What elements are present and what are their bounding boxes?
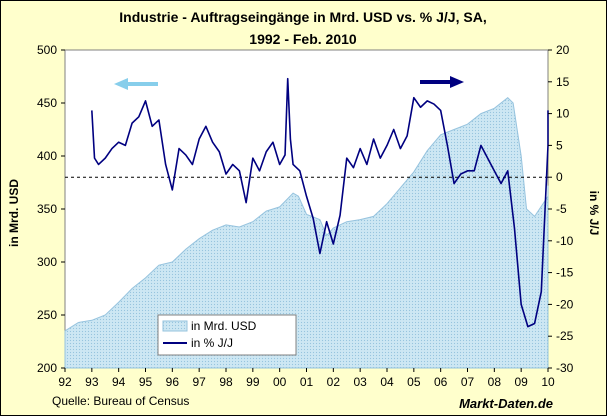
x-tick-label: 96 xyxy=(166,375,180,389)
x-tick-label: 97 xyxy=(192,375,206,389)
y-right-tick-label: 20 xyxy=(556,43,570,57)
y-right-tick-label: 10 xyxy=(556,107,570,121)
y-left-tick-label: 500 xyxy=(37,43,57,57)
source-note: Quelle: Bureau of Census xyxy=(52,394,189,408)
axes-group: 200250300350400450500-30-25-20-15-10-505… xyxy=(37,43,574,389)
y-right-tick-label: 0 xyxy=(556,170,563,184)
x-tick-label: 99 xyxy=(246,375,260,389)
x-tick-label: 98 xyxy=(219,375,233,389)
x-tick-label: 03 xyxy=(353,375,367,389)
y-axis-left-label: in Mrd. USD xyxy=(7,179,21,247)
y-left-tick-label: 350 xyxy=(37,202,57,216)
legend-swatch-area xyxy=(162,320,188,332)
arrow-group xyxy=(114,76,464,90)
x-tick-label: 94 xyxy=(112,375,126,389)
arrow-right-icon xyxy=(450,76,464,88)
legend-label-yoy: in % J/J xyxy=(191,336,233,350)
x-tick-label: 06 xyxy=(434,375,448,389)
x-tick-label: 95 xyxy=(139,375,153,389)
y-right-tick-label: -10 xyxy=(556,234,574,248)
y-left-tick-label: 250 xyxy=(37,308,57,322)
y-left-tick-label: 450 xyxy=(37,96,57,110)
arrow-left-icon xyxy=(114,78,128,90)
x-tick-label: 04 xyxy=(380,375,394,389)
y-left-tick-label: 200 xyxy=(37,361,57,375)
area-series-usd xyxy=(64,97,549,369)
x-tick-label: 05 xyxy=(407,375,421,389)
x-tick-label: 02 xyxy=(327,375,341,389)
x-tick-label: 92 xyxy=(58,375,72,389)
y-right-tick-label: 5 xyxy=(556,138,563,152)
y-right-tick-label: -30 xyxy=(556,361,574,375)
x-tick-label: 10 xyxy=(541,375,555,389)
area-series-group xyxy=(64,97,549,369)
line-series-yoy xyxy=(91,77,549,328)
x-tick-label: 08 xyxy=(488,375,502,389)
legend-label-usd: in Mrd. USD xyxy=(191,319,257,333)
chart-title-line1: Industrie - Auftragseingänge in Mrd. USD… xyxy=(119,9,486,25)
x-tick-label: 07 xyxy=(461,375,475,389)
line-series-group xyxy=(91,77,549,328)
chart-title-line2: 1992 - Feb. 2010 xyxy=(249,31,357,47)
brand-watermark: Markt-Daten.de xyxy=(459,396,553,411)
y-right-tick-label: -25 xyxy=(556,329,574,343)
y-left-tick-label: 300 xyxy=(37,255,57,269)
x-tick-label: 01 xyxy=(300,375,314,389)
x-tick-label: 00 xyxy=(273,375,287,389)
x-tick-label: 93 xyxy=(85,375,99,389)
y-right-tick-label: -5 xyxy=(556,202,567,216)
legend-group: in Mrd. USD in % J/J xyxy=(157,314,297,356)
y-right-tick-label: -15 xyxy=(556,266,574,280)
x-tick-label: 09 xyxy=(514,375,528,389)
y-right-tick-label: -20 xyxy=(556,297,574,311)
y-axis-right-label: in % J/J xyxy=(587,191,601,236)
y-right-tick-label: 15 xyxy=(556,75,570,89)
y-left-tick-label: 400 xyxy=(37,149,57,163)
